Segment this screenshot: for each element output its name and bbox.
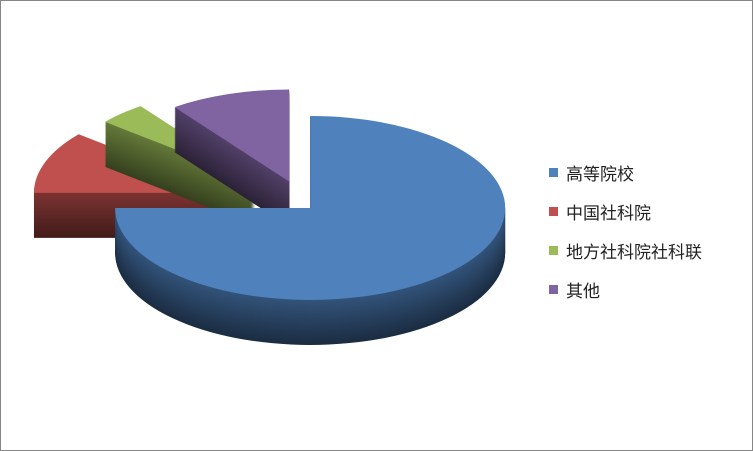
legend-label: 其他 bbox=[566, 282, 600, 302]
legend-swatch bbox=[549, 285, 558, 294]
legend-item: 中国社科院 bbox=[549, 192, 702, 231]
legend-item: 高等院校 bbox=[549, 153, 702, 192]
pie-slice-top bbox=[174, 89, 290, 182]
pie-slice-top bbox=[115, 115, 506, 300]
legend-label: 高等院校 bbox=[566, 165, 634, 185]
legend: 高等院校 中国社科院 地方社科院社科联 其他 bbox=[549, 153, 702, 309]
legend-item: 地方社科院社科联 bbox=[549, 231, 702, 270]
legend-label: 中国社科院 bbox=[566, 204, 651, 224]
pie-slice bbox=[174, 89, 290, 227]
legend-swatch bbox=[549, 168, 558, 177]
legend-swatch bbox=[549, 207, 558, 216]
pie-slice bbox=[115, 115, 506, 345]
legend-swatch bbox=[549, 246, 558, 255]
legend-item: 其他 bbox=[549, 270, 702, 309]
legend-label: 地方社科院社科联 bbox=[566, 243, 702, 263]
